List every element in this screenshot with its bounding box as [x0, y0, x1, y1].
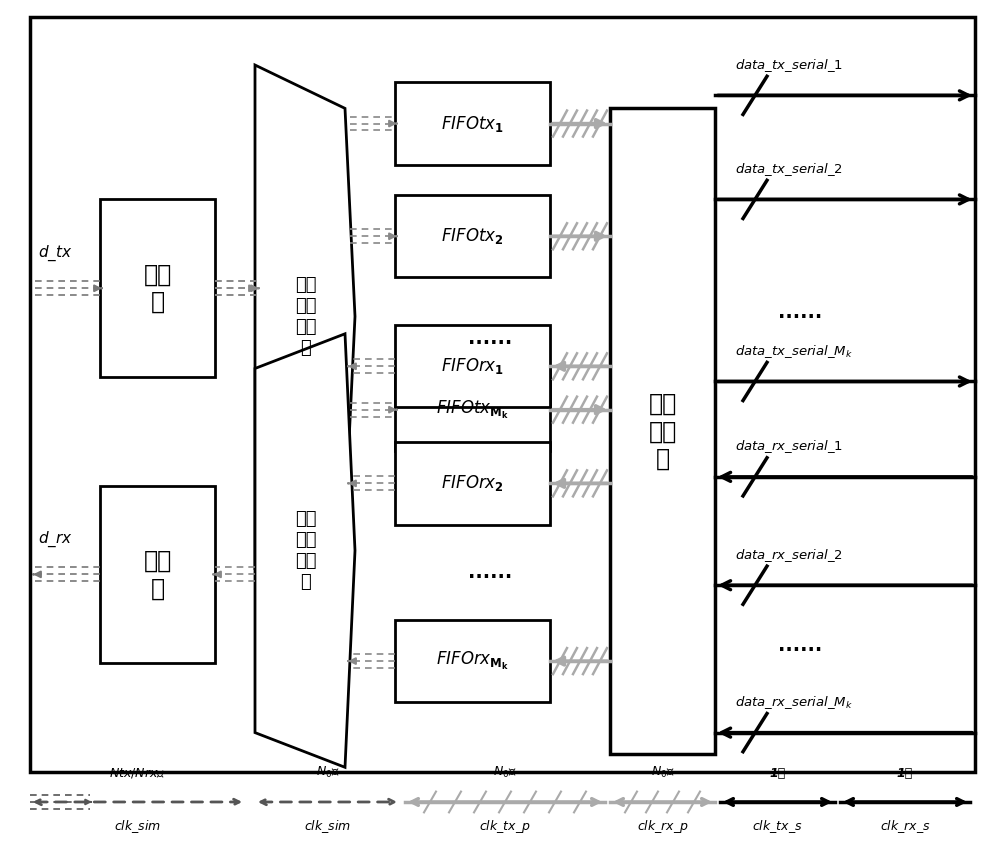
Text: $\mathit{clk\_rx\_p}$: $\mathit{clk\_rx\_p}$ [637, 818, 688, 835]
Text: $\mathit{N_0}$位: $\mathit{N_0}$位 [493, 766, 517, 780]
Bar [395, 325, 550, 407]
Text: 串化
器: 串化 器 [143, 263, 172, 314]
Text: 发送
通道
选择
器: 发送 通道 选择 器 [295, 277, 317, 356]
Text: $\mathit{Ntx/Nrx}$位: $\mathit{Ntx/Nrx}$位 [109, 766, 166, 780]
Text: $\mathbf{\mathit{FIFO}}$$\mathbf{\mathit{tx}_1}$: $\mathbf{\mathit{FIFO}}$$\mathbf{\mathit… [441, 114, 504, 134]
Bar [30, 17, 975, 772]
Text: $\mathbf{\mathit{FIFO}}$$\mathbf{\mathit{rx}_1}$: $\mathbf{\mathit{FIFO}}$$\mathbf{\mathit… [441, 356, 504, 376]
Text: $\mathit{d\_rx}$: $\mathit{d\_rx}$ [38, 530, 72, 550]
Polygon shape [255, 65, 355, 568]
Text: $\mathit{N_0}$位: $\mathit{N_0}$位 [651, 766, 674, 780]
Polygon shape [255, 334, 355, 767]
Text: ......: ...... [778, 303, 822, 322]
Text: $\mathbf{\mathit{FIFO}}$$\mathbf{\mathit{tx}_{M_k}}$: $\mathbf{\mathit{FIFO}}$$\mathbf{\mathit… [436, 399, 509, 420]
Text: $\mathit{clk\_rx\_s}$: $\mathit{clk\_rx\_s}$ [880, 818, 930, 835]
Bar [100, 486, 215, 663]
Text: $\mathit{clk\_sim}$: $\mathit{clk\_sim}$ [304, 818, 351, 835]
Text: 高速
收发
器: 高速 收发 器 [648, 392, 677, 471]
Text: $\mathit{data\_rx\_serial\_1}$: $\mathit{data\_rx\_serial\_1}$ [735, 438, 843, 455]
Text: $\mathit{clk\_tx\_p}$: $\mathit{clk\_tx\_p}$ [479, 818, 531, 835]
Bar [395, 195, 550, 277]
Text: $\mathbf{\mathit{FIFO}}$$\mathbf{\mathit{rx}_{M_k}}$: $\mathbf{\mathit{FIFO}}$$\mathbf{\mathit… [436, 650, 509, 672]
Text: $\mathit{data\_tx\_serial\_M_k}$: $\mathit{data\_tx\_serial\_M_k}$ [735, 342, 853, 360]
Text: $\mathit{d\_tx}$: $\mathit{d\_tx}$ [38, 244, 72, 264]
Text: $\mathit{data\_tx\_serial\_2}$: $\mathit{data\_tx\_serial\_2}$ [735, 160, 843, 178]
Text: $\mathit{clk\_sim}$: $\mathit{clk\_sim}$ [114, 818, 161, 835]
Text: 接收
通道
选择
器: 接收 通道 选择 器 [295, 511, 317, 590]
Bar [395, 620, 550, 702]
Text: 1位: 1位 [769, 767, 786, 780]
Text: 1位: 1位 [897, 767, 913, 780]
Bar [395, 82, 550, 165]
Bar [395, 368, 550, 451]
Text: $\mathit{clk\_tx\_s}$: $\mathit{clk\_tx\_s}$ [752, 818, 803, 835]
Text: $\mathit{data\_rx\_serial\_2}$: $\mathit{data\_rx\_serial\_2}$ [735, 546, 843, 564]
Text: ......: ...... [468, 563, 512, 582]
Text: $\mathbf{\mathit{FIFO}}$$\mathbf{\mathit{tx}_2}$: $\mathbf{\mathit{FIFO}}$$\mathbf{\mathit… [441, 226, 504, 246]
Bar [395, 442, 550, 525]
Text: ......: ...... [778, 636, 822, 655]
Text: $\mathit{data\_tx\_serial\_1}$: $\mathit{data\_tx\_serial\_1}$ [735, 56, 843, 74]
Text: 解串
器: 解串 器 [143, 549, 172, 600]
Text: ......: ...... [468, 329, 512, 348]
Bar [100, 199, 215, 377]
Text: $\mathit{data\_rx\_serial\_M_k}$: $\mathit{data\_rx\_serial\_M_k}$ [735, 694, 853, 711]
Bar [610, 108, 715, 754]
Text: $\mathbf{\mathit{FIFO}}$$\mathbf{\mathit{rx}_2}$: $\mathbf{\mathit{FIFO}}$$\mathbf{\mathit… [441, 473, 504, 493]
Text: $\mathit{N_0}$位: $\mathit{N_0}$位 [316, 766, 339, 780]
